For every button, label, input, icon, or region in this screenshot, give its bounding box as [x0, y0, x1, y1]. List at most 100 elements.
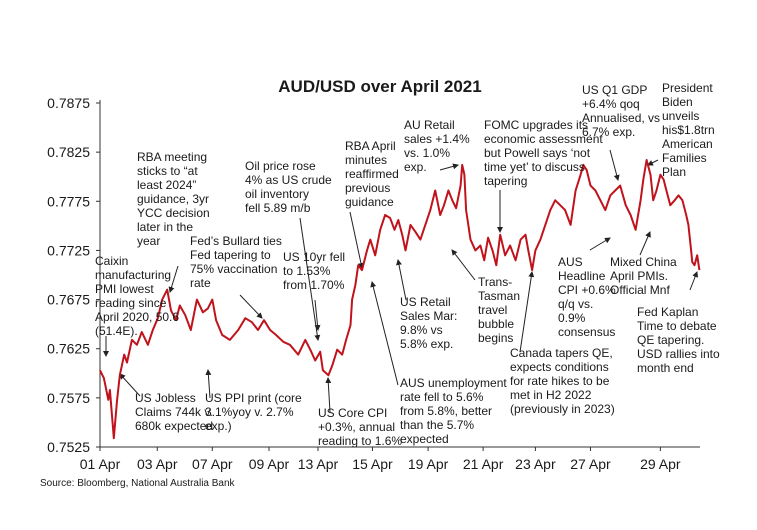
- annotation-line: reading to 1.6%: [318, 434, 402, 448]
- annotation-line: Families: [662, 151, 707, 165]
- annotation-line: +0.3%, annual: [318, 420, 395, 434]
- annotation-line: oil inventory: [245, 187, 309, 201]
- annotation-line: RBA April: [345, 139, 396, 153]
- annotation-line: AUS: [558, 255, 583, 269]
- annotation-line: 4% as US crude: [245, 173, 332, 187]
- chart-title: AUD/USD over April 2021: [278, 77, 481, 96]
- annotation-line: April 2020, 50.6: [95, 310, 179, 324]
- annotation-line: +6.4% qoq: [582, 97, 640, 111]
- annotation-line: but Powell says ‘not: [484, 146, 591, 160]
- annotation-line: from 5.8%, better: [400, 404, 492, 418]
- annotation-line: Sales Mar:: [400, 309, 457, 323]
- annotation-line: unveils: [662, 109, 699, 123]
- annotation-line: consensus: [558, 325, 615, 339]
- annotation-line: President: [662, 81, 713, 95]
- annotation-line: exp.): [205, 419, 232, 433]
- annotation-line: Fed tapering to: [190, 248, 271, 262]
- annotation-line: later in the: [137, 220, 193, 234]
- annotation-line: bubble: [478, 317, 514, 331]
- annotation-line: rate fell to 5.6%: [400, 390, 484, 404]
- source: Source: Bloomberg, National Australia Ba…: [40, 478, 236, 489]
- annotation-line: q/q vs.: [558, 297, 593, 311]
- y-tick-label: 0.7575: [47, 390, 90, 406]
- y-tick-label: 0.7525: [47, 439, 90, 455]
- y-tick-label: 0.7825: [47, 144, 90, 160]
- annotation-line: met in H2 2022: [510, 388, 592, 402]
- annotation-line: Claims 744k v.: [135, 405, 213, 419]
- annotation-line: 680k expected: [135, 419, 213, 433]
- annotation-line: sales +1.4%: [404, 132, 470, 146]
- annotation-line: 75% vaccination: [190, 262, 277, 276]
- annotation-line: tapering: [484, 174, 527, 188]
- annotation-line: Fed’s Bullard ties: [190, 234, 282, 248]
- annotation-line: Fed Kaplan: [637, 305, 698, 319]
- annotation-line: US PPI print (core: [205, 391, 302, 405]
- x-tick-label: 23 Apr: [515, 456, 556, 472]
- annotation-line: (previously in 2023): [510, 402, 615, 416]
- x-tick-label: 27 Apr: [570, 456, 611, 472]
- annotation-line: year: [137, 234, 160, 248]
- annotation-line: economic assessment: [484, 132, 603, 146]
- annotation-line: begins: [478, 331, 513, 345]
- annotation-line: least 2024”: [137, 178, 196, 192]
- annotation-line: US Jobless: [135, 391, 196, 405]
- annotation-line: US Core CPI: [318, 406, 387, 420]
- annotation-line: American: [662, 137, 713, 151]
- annotation-line: 3.1%yoy v. 2.7%: [205, 405, 294, 419]
- annotation-line: 5.8% exp.: [400, 337, 453, 351]
- annotation-line: Mixed China: [610, 255, 677, 269]
- annotation-line: AU Retail: [404, 118, 455, 132]
- annotation-line: AUS unemployment: [400, 376, 507, 390]
- annotation-line: RBA meeting: [137, 150, 207, 164]
- annotation-line: to 1.53%: [283, 264, 331, 278]
- annotation-line: reading since: [95, 296, 167, 310]
- annotation-line: 0.9%: [558, 311, 586, 325]
- annotation-line: USD rallies into: [637, 347, 720, 361]
- x-tick-label: 01 Apr: [80, 456, 121, 472]
- annotation-line: rate: [190, 276, 211, 290]
- annotation-line: US 10yr fell: [283, 250, 345, 264]
- annotation-line: for rate hikes to be: [510, 374, 610, 388]
- annotation-line: US Q1 GDP: [582, 83, 647, 97]
- annotation-line: than the 5.7%: [400, 418, 474, 432]
- annotation-line: month end: [637, 361, 694, 375]
- annotation-line: Biden: [662, 95, 693, 109]
- x-tick-label: 15 Apr: [352, 456, 393, 472]
- annotation-line: vs. 1.0%: [404, 146, 450, 160]
- annotation-line: sticks to “at: [137, 164, 198, 178]
- annotation-line: exp.: [404, 160, 427, 174]
- annotation-line: Oil price rose: [245, 159, 316, 173]
- annotation-line: expects conditions: [510, 360, 609, 374]
- annotation-line: QE tapering.: [637, 333, 704, 347]
- annotation-line: fell 5.89 m/b: [245, 201, 311, 215]
- annotation-line: CPI +0.6%: [558, 283, 616, 297]
- annotation-line: Time to debate: [637, 319, 717, 333]
- annotation: RBA Aprilminutesreaffirmedpreviousguidan…: [345, 139, 399, 209]
- y-tick-label: 0.7625: [47, 341, 90, 357]
- annotation-line: Official Mnf: [610, 283, 670, 297]
- annotation-line: Caixin: [95, 254, 128, 268]
- annotation-line: manufacturing: [95, 268, 171, 282]
- annotation-line: April PMIs.: [610, 269, 668, 283]
- annotation: PresidentBidenunveilshis$1.8trnAmericanF…: [662, 81, 715, 179]
- price-line: [99, 159, 701, 440]
- annotation-line: minutes: [345, 153, 387, 167]
- annotation-line: 9.8% vs: [400, 323, 443, 337]
- annotation-line: Plan: [662, 165, 686, 179]
